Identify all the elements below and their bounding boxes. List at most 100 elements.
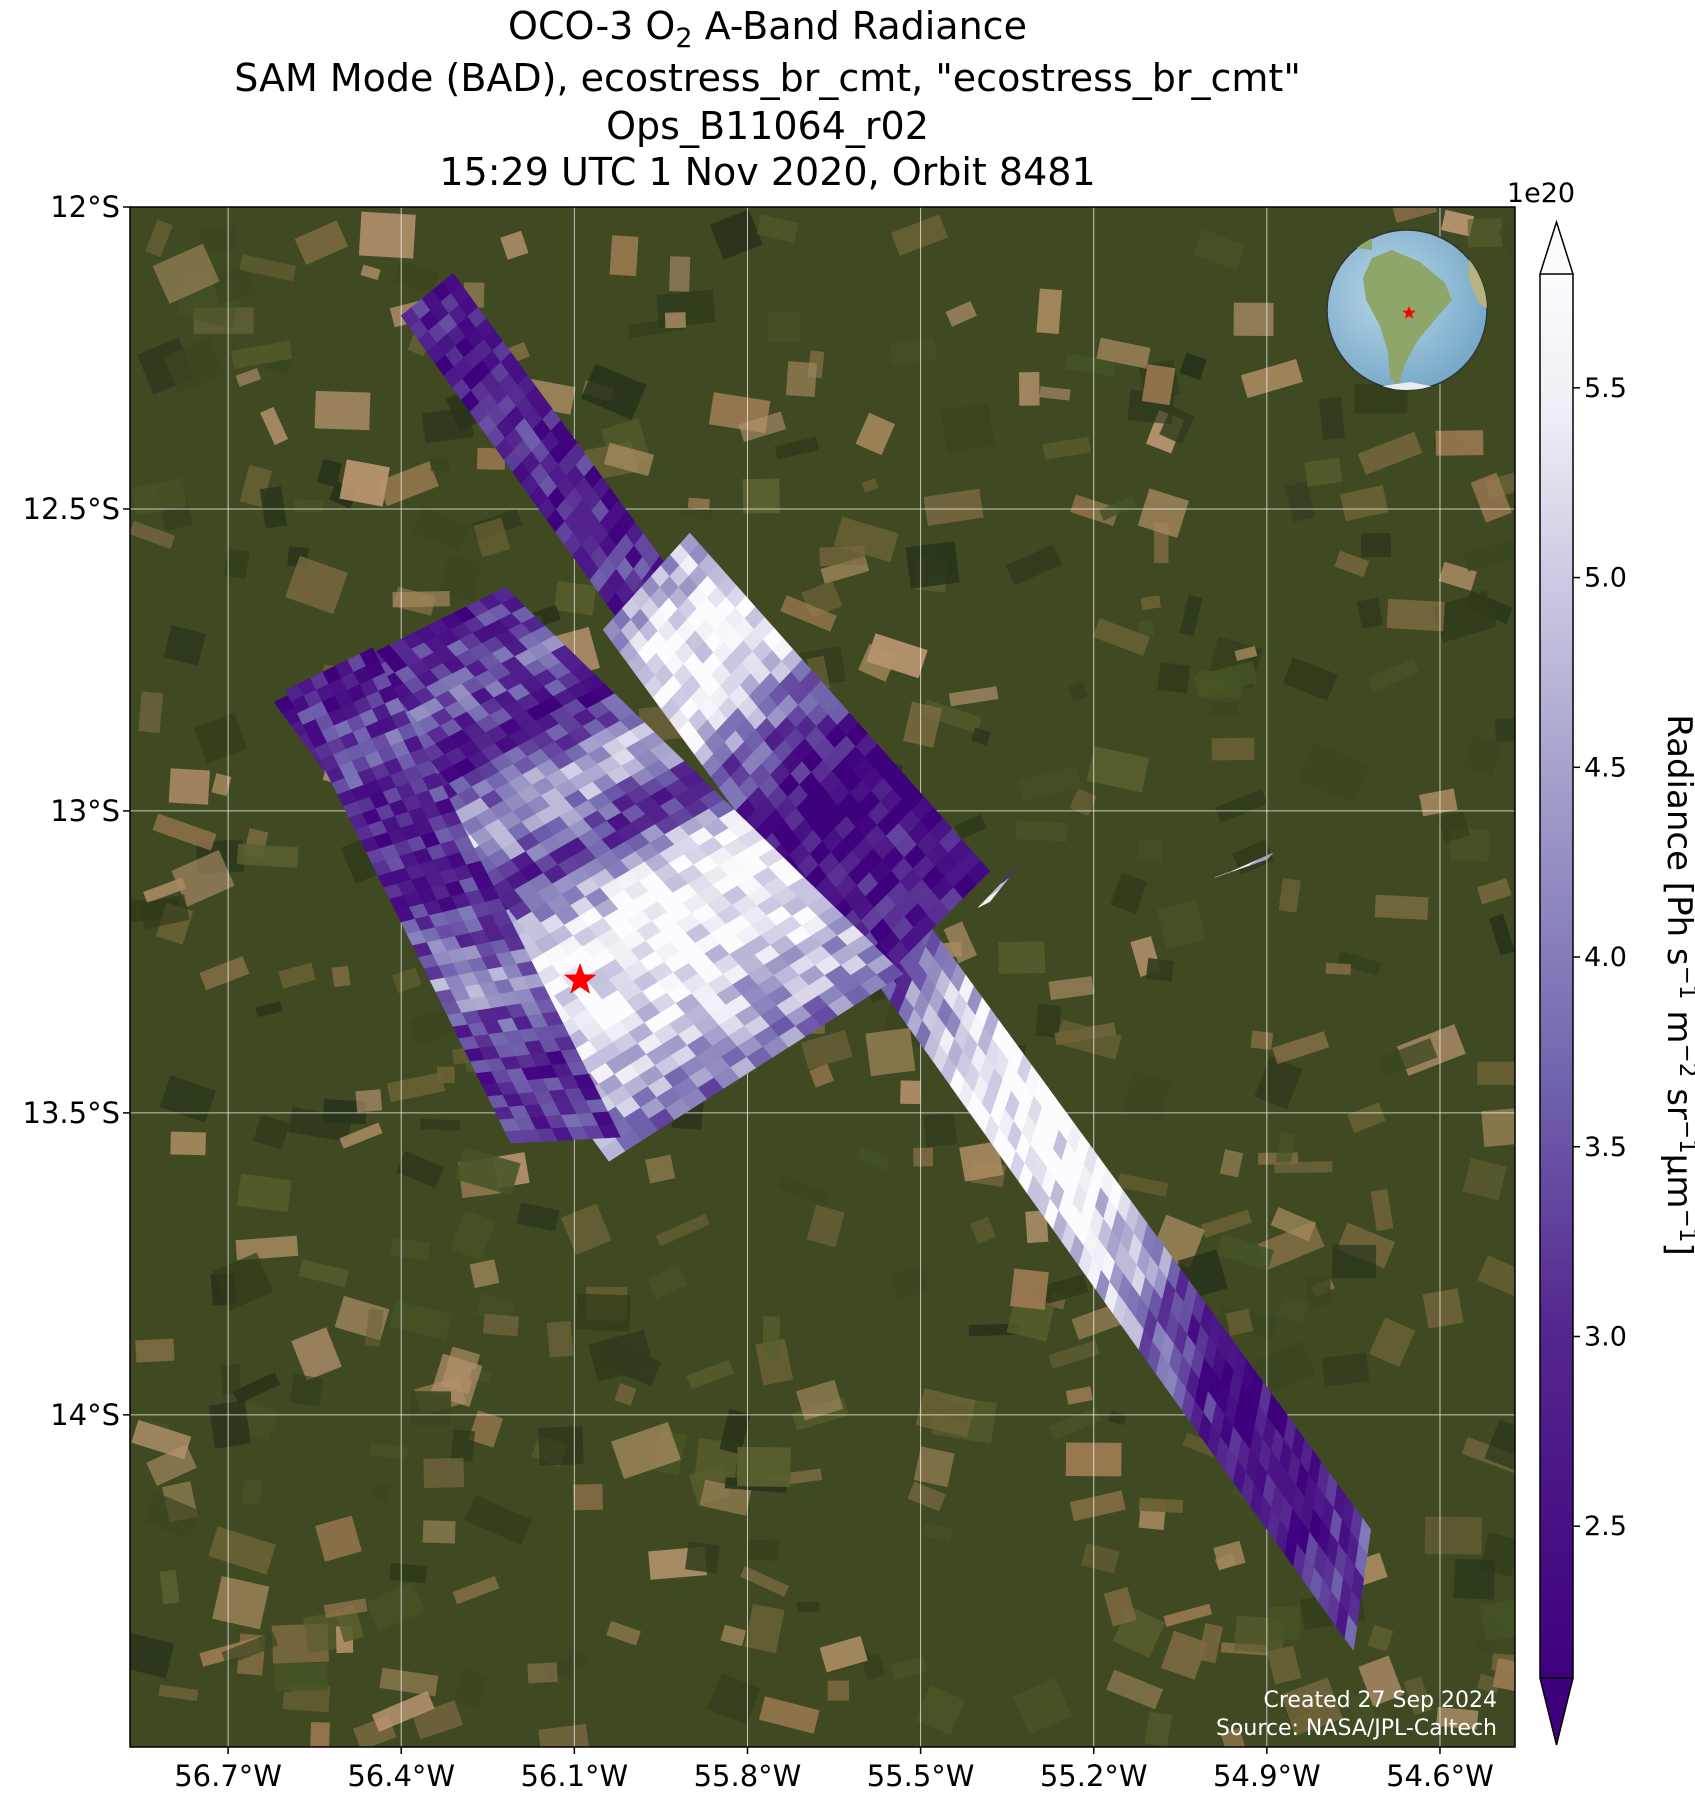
field-patch [688, 497, 710, 510]
field-patch [1305, 1276, 1332, 1307]
credit-created: Created 27 Sep 2024 [1264, 1688, 1498, 1713]
field-patch [230, 340, 293, 369]
field-patch [1422, 1288, 1464, 1329]
field-patch [135, 1338, 175, 1363]
field-patch [390, 1237, 431, 1261]
field-patch [1215, 789, 1268, 823]
field-patch [379, 1667, 439, 1697]
field-patch [171, 849, 235, 907]
field-patch [1278, 878, 1301, 913]
field-patch [260, 406, 289, 446]
field-patch [1157, 899, 1207, 950]
field-patch [890, 1656, 928, 1681]
field-patch [1357, 431, 1423, 475]
field-patch [199, 225, 236, 253]
field-patch [310, 1722, 330, 1747]
field-patch [1080, 1542, 1120, 1574]
sounding-footprint [1249, 852, 1273, 866]
field-patch [293, 499, 324, 513]
field-patch [323, 1598, 368, 1619]
colorbar: 2.5 3.0 3.5 4.0 4.5 5.0 5.5 1e20 Radiance [Ph … [1507, 178, 1695, 1746]
target-star-marker [564, 963, 597, 994]
swath-sam-left-block [285, 647, 621, 1144]
field-patch [954, 814, 987, 840]
field-patch [468, 1410, 504, 1448]
field-patch [833, 516, 899, 563]
field-patch [1438, 811, 1470, 843]
chart-title-line1: OCO-3 O2 A-Band Radiance [0, 4, 1535, 61]
field-patch [748, 1539, 779, 1561]
field-patch [212, 1576, 270, 1630]
field-patch [1163, 1603, 1213, 1627]
colorbar-tick-label: 2.5 [1584, 1511, 1627, 1542]
field-patch [1436, 1707, 1479, 1730]
field-patch [1467, 218, 1503, 248]
field-patch [1048, 1340, 1100, 1369]
field-patch [138, 691, 164, 733]
field-patch [158, 1684, 199, 1702]
field-patch [767, 312, 801, 343]
lat-tick-label: 13.5°S [23, 1096, 120, 1130]
field-patch [1137, 840, 1163, 862]
field-patch [1392, 207, 1437, 224]
field-patch [819, 1635, 868, 1673]
field-patch [369, 1442, 409, 1460]
field-patch [1251, 1341, 1316, 1395]
field-patch [1141, 363, 1176, 406]
field-patch [1250, 1030, 1274, 1050]
field-patch [865, 1027, 916, 1077]
field-patch [776, 1174, 830, 1207]
field-patch [1096, 337, 1151, 369]
field-patch [1068, 682, 1088, 702]
field-patch [1069, 788, 1097, 817]
field-patch [1144, 1711, 1173, 1747]
field-patch [669, 256, 691, 292]
field-patch [645, 1154, 676, 1184]
field-patch [371, 1482, 391, 1502]
field-patch [922, 1522, 954, 1543]
field-patch [221, 1632, 279, 1666]
field-patch [1304, 457, 1343, 487]
field-patch [1086, 746, 1150, 793]
sounding-footprint [876, 963, 904, 985]
field-patch [396, 1150, 444, 1189]
field-patch [1376, 1038, 1438, 1078]
field-patch [1197, 1623, 1224, 1664]
field-patch [211, 773, 232, 797]
field-patch [907, 1481, 946, 1512]
field-patch [1488, 913, 1515, 956]
field-patch [1099, 496, 1138, 521]
field-patch [915, 1388, 976, 1438]
field-patch [274, 1662, 328, 1692]
field-patch [1280, 1677, 1343, 1736]
lon-tick-label: 54.6°W [1386, 1759, 1494, 1793]
field-patch [1424, 1516, 1482, 1555]
field-patch [861, 478, 879, 493]
field-patch [464, 1495, 533, 1545]
field-patch [1106, 1669, 1164, 1710]
field-patch [391, 967, 422, 994]
field-patch [388, 1300, 452, 1341]
field-patch [139, 894, 190, 930]
field-patch [1233, 302, 1274, 337]
sounding-footprint [966, 860, 991, 886]
field-patch [1211, 737, 1255, 761]
field-patch [1321, 1352, 1370, 1387]
field-patch [603, 442, 655, 477]
title-part-2: A-Band Radiance [692, 4, 1027, 48]
field-patch [774, 436, 820, 460]
colorbar-tick-label: 5.5 [1584, 373, 1627, 404]
field-patch [482, 1313, 519, 1337]
field-patch [1374, 894, 1429, 920]
field-patch [855, 412, 896, 456]
field-patch [1462, 537, 1515, 572]
field-patch [1042, 436, 1091, 460]
field-patch [738, 411, 787, 442]
field-patch [797, 1601, 820, 1613]
field-patch [998, 941, 1046, 974]
field-patch [500, 230, 529, 260]
lat-tick-label: 14°S [50, 1398, 120, 1432]
lat-tick-label: 13°S [50, 794, 120, 828]
field-patch [1017, 765, 1082, 803]
field-patch [255, 1001, 283, 1018]
